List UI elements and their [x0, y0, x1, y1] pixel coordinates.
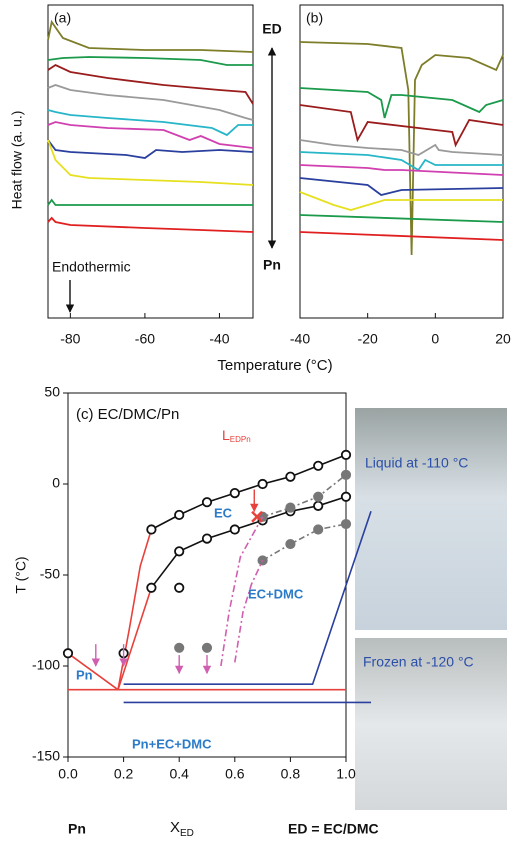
x-tick-label: -20 [358, 331, 378, 347]
x-tick-label: 0.8 [281, 766, 301, 782]
y-axis-label: Heat flow (a. u.) [9, 111, 25, 210]
dsc-curve [47, 216, 254, 233]
open-point [174, 546, 185, 557]
plot-frame [47, 4, 254, 319]
dsc-curve [47, 84, 254, 121]
annotation: EC+DMC [248, 586, 304, 601]
annotation: LEDPn [222, 427, 251, 444]
open-point [174, 582, 185, 593]
filled-point [285, 538, 296, 550]
open-point [285, 471, 296, 482]
y-axis-label: T (°C) [13, 556, 29, 593]
annotation: EC [214, 505, 233, 520]
dsc-curve [47, 198, 253, 206]
phase-line [262, 474, 347, 518]
dsc-curve [47, 19, 254, 53]
dsc-curve [47, 56, 253, 66]
open-point [257, 478, 268, 490]
photo-label: Liquid at -110 °C [365, 455, 468, 471]
open-point [146, 524, 157, 535]
open-point [201, 533, 213, 544]
dsc-curve [299, 177, 504, 196]
open-point [174, 509, 185, 521]
open-point [229, 524, 240, 535]
annotation: ED [262, 21, 281, 37]
x-tick-label: 0.0 [58, 766, 78, 782]
filled-point [340, 518, 352, 530]
x-tick-label: -60 [135, 331, 155, 347]
panel-label: (b) [306, 10, 323, 26]
filled-point [285, 502, 296, 513]
dsc-curve [299, 231, 504, 241]
x-tick-label: -40 [290, 331, 310, 347]
dsc-curve [299, 139, 504, 156]
y-tick-label: -100 [32, 657, 60, 673]
y-tick-label: -150 [32, 748, 60, 764]
phase-line [117, 587, 153, 690]
filled-point [340, 469, 352, 480]
dsc-curve [299, 151, 503, 172]
open-point [62, 648, 74, 659]
x-axis-label: XED [170, 819, 194, 839]
dsc-curve [299, 41, 504, 256]
open-point [146, 582, 157, 593]
y-tick-label: 0 [52, 475, 60, 491]
annotation: Pn [76, 667, 93, 682]
phase-line [67, 652, 119, 691]
photo-frozen [355, 638, 507, 810]
dsc-curve [47, 109, 253, 137]
phase-line [234, 560, 264, 663]
bottom-label: ED = EC/DMC [288, 821, 379, 837]
dsc-curve [299, 87, 504, 119]
x-axis-label: Temperature (°C) [217, 357, 332, 374]
x-tick-label: 20 [495, 331, 511, 347]
filled-point [174, 642, 185, 653]
bottom-label: Pn [68, 821, 86, 837]
annotation: Pn [263, 257, 281, 273]
open-point [201, 497, 213, 508]
x-tick-label: 0.6 [225, 766, 245, 782]
cross-marker [251, 510, 263, 523]
plot-frame [299, 4, 504, 319]
x-tick-label: 0.2 [114, 766, 134, 782]
dsc-curve [299, 214, 504, 223]
chart-title: (c) EC/DMC/Pn [76, 406, 179, 423]
photo-label: Frozen at -120 °C [363, 654, 474, 670]
panel-label: (a) [54, 10, 71, 26]
plots: -80 -60 -40 (a) Heat flow (a. u.) Temperature… [9, 4, 511, 839]
dsc-curve [299, 104, 504, 148]
annotation: Pn+EC+DMC [132, 736, 212, 751]
dsc-curve [47, 121, 254, 149]
x-tick-label: 1.0 [336, 766, 356, 782]
x-tick-label: -40 [209, 331, 229, 347]
dsc-curve [47, 139, 254, 159]
open-point [313, 500, 324, 511]
open-point [313, 460, 324, 471]
y-tick-label: 50 [44, 384, 60, 400]
open-point [340, 449, 352, 460]
filled-point [201, 642, 213, 653]
dsc-curve [299, 164, 504, 176]
dsc-curve [47, 139, 254, 186]
annotation: Endothermic [52, 259, 131, 275]
filled-point [313, 491, 324, 502]
x-tick-label: 0.4 [169, 766, 189, 782]
open-point [229, 487, 240, 499]
dsc-curve [299, 191, 503, 211]
dsc-curve [47, 63, 254, 105]
y-tick-label: -50 [40, 566, 60, 582]
x-axis-label-main: X [170, 819, 180, 836]
phase-line [123, 511, 372, 685]
annotation-main: L [222, 427, 230, 443]
phase-line [262, 523, 347, 562]
x-tick-label: 0 [431, 331, 439, 347]
x-axis-label-sub: ED [180, 828, 194, 839]
photo-liquid [355, 408, 507, 630]
filled-point [313, 524, 324, 535]
annotation-sub: EDPn [230, 435, 251, 444]
x-tick-label: -80 [60, 331, 80, 347]
open-point [340, 491, 352, 502]
